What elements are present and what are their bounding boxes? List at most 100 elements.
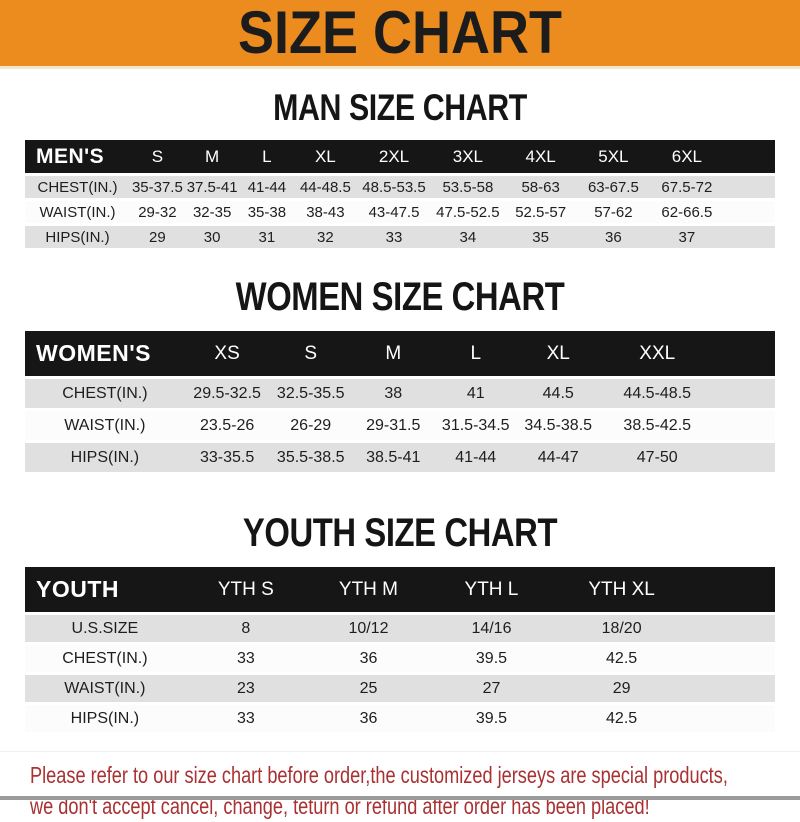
men-header-spacer — [724, 140, 775, 173]
youth-cell-3-3: 42.5 — [606, 709, 638, 727]
youth-header-row: YOUTH YTH S YTH M YTH L YTH XL — [25, 567, 775, 612]
youth-data-row-3: HIPS(IN.) 33 36 39.5 42.5 — [25, 705, 775, 732]
men-cell-1-5: 47.5-52.5 — [436, 203, 500, 221]
women-data-row-1: WAIST(IN.) 23.5-26 26-29 29-31.5 31.5-34.5 34… — [25, 411, 775, 440]
women-size-header-2: M — [385, 342, 402, 364]
youth-cell-2-0: 23 — [236, 679, 255, 697]
men-cell-1-0: 29-32 — [138, 203, 177, 221]
men-size-table: MEN'S S M L XL 2XL 3XL 4XL 5XL 6XL CHEST(IN.) 35-37… — [25, 137, 775, 251]
youth-data-row-2: WAIST(IN.) 23 25 27 29 — [25, 675, 775, 702]
men-cell-0-0: 35-37.5 — [131, 178, 183, 196]
women-section-title: WOMEN SIZE CHART — [235, 275, 565, 319]
size-chart-banner: SIZE CHART — [0, 0, 800, 69]
women-row-label-1: WAIST(IN.) — [64, 416, 146, 434]
women-data-row-0: CHEST(IN.) 29.5-32.5 32.5-35.5 38 41 44.5 44.5… — [25, 379, 775, 408]
women-cell-1-2: 29-31.5 — [366, 416, 421, 434]
men-size-header-6: 4XL — [525, 146, 556, 166]
women-cell-2-0: 33-35.5 — [199, 448, 255, 466]
women-size-section: WOMEN SIZE CHART WOMEN'S XS S M L XL XXL CHEST(… — [0, 251, 800, 475]
men-cell-2-3: 32 — [317, 228, 334, 246]
youth-cell-2-3: 29 — [612, 679, 631, 697]
youth-size-section: YOUTH SIZE CHART YOUTH YTH S YTH M YTH L YTH… — [0, 475, 800, 735]
women-size-header-0: XS — [214, 342, 240, 364]
youth-row-label-3: HIPS(IN.) — [70, 709, 140, 727]
banner-title: SIZE CHART — [238, 0, 562, 66]
men-data-row-0: CHEST(IN.) 35-37.5 37.5-41 41-44 44-48.5 48.5… — [25, 176, 775, 198]
women-cell-0-4: 44.5 — [542, 384, 574, 402]
men-corner-label: MEN'S — [36, 144, 105, 168]
men-size-header-2: L — [262, 146, 272, 166]
men-cell-0-3: 44-48.5 — [299, 178, 351, 196]
youth-cell-3-2: 39.5 — [475, 709, 508, 727]
men-cell-2-2: 31 — [258, 228, 276, 246]
men-size-header-8: 6XL — [671, 146, 702, 166]
youth-header-spacer — [690, 567, 775, 612]
youth-cell-0-0: 8 — [241, 619, 251, 637]
men-row-spacer — [724, 176, 775, 198]
women-cell-0-3: 41 — [466, 384, 485, 402]
youth-size-header-2: YTH L — [464, 578, 519, 600]
youth-row-label-0: U.S.SIZE — [71, 619, 139, 637]
men-cell-2-8: 37 — [678, 228, 696, 246]
women-cell-2-1: 35.5-38.5 — [276, 448, 345, 466]
men-cell-1-2: 35-38 — [247, 203, 287, 221]
women-cell-0-0: 29.5-32.5 — [193, 384, 261, 402]
youth-row-spacer — [690, 705, 775, 732]
youth-cell-0-2: 14/16 — [471, 619, 512, 637]
men-cell-1-3: 38-43 — [306, 203, 345, 221]
men-row-label-0: CHEST(IN.) — [37, 178, 118, 196]
youth-cell-3-1: 36 — [359, 709, 378, 727]
women-cell-1-4: 34.5-38.5 — [524, 416, 593, 434]
men-size-header-3: XL — [314, 146, 336, 166]
men-row-spacer — [724, 201, 775, 223]
men-cell-2-5: 34 — [459, 228, 477, 246]
youth-cell-1-0: 33 — [236, 649, 255, 667]
youth-data-row-1: CHEST(IN.) 33 36 39.5 42.5 — [25, 645, 775, 672]
youth-row-spacer — [690, 675, 775, 702]
men-cell-1-1: 32-35 — [192, 203, 232, 221]
men-cell-2-0: 29 — [149, 228, 166, 246]
men-row-label-2: HIPS(IN.) — [45, 228, 110, 246]
men-cell-1-6: 52.5-57 — [515, 203, 567, 221]
bottom-edge-strip — [0, 796, 800, 800]
men-cell-2-4: 33 — [385, 228, 403, 246]
men-cell-1-4: 43-47.5 — [368, 203, 420, 221]
men-section-title: MAN SIZE CHART — [273, 87, 527, 128]
women-cell-2-5: 47-50 — [636, 448, 678, 466]
youth-cell-1-1: 36 — [359, 649, 378, 667]
women-cell-1-0: 23.5-26 — [199, 416, 255, 434]
men-row-label-1: WAIST(IN.) — [39, 203, 116, 221]
women-cell-0-1: 32.5-35.5 — [276, 384, 345, 402]
men-cell-0-4: 48.5-53.5 — [362, 178, 426, 196]
youth-data-row-0: U.S.SIZE 8 10/12 14/16 18/20 — [25, 615, 775, 642]
footer-disclaimer-line1: Please refer to our size chart before or… — [30, 762, 728, 788]
men-row-spacer — [724, 226, 775, 248]
women-cell-1-1: 26-29 — [290, 416, 332, 434]
women-header-row: WOMEN'S XS S M L XL XXL — [25, 331, 775, 376]
women-size-table: WOMEN'S XS S M L XL XXL CHEST(IN.) 29.5-32.5 32.5… — [25, 328, 775, 475]
women-cell-2-3: 41-44 — [455, 448, 497, 466]
women-corner-label: WOMEN'S — [36, 340, 152, 366]
men-cell-2-7: 36 — [605, 228, 622, 246]
women-row-spacer — [715, 411, 775, 440]
women-cell-1-3: 31.5-34.5 — [441, 416, 510, 434]
women-size-header-1: S — [304, 342, 318, 364]
men-data-row-1: WAIST(IN.) 29-32 32-35 35-38 38-43 43-47.5 47.… — [25, 201, 775, 223]
footer-disclaimer: Please refer to our size chart before or… — [0, 751, 800, 822]
men-cell-2-6: 35 — [532, 228, 549, 246]
men-size-header-1: M — [205, 146, 220, 166]
men-cell-0-7: 63-67.5 — [587, 178, 639, 196]
women-cell-2-4: 44-47 — [537, 448, 579, 466]
youth-cell-3-0: 33 — [236, 709, 255, 727]
women-row-label-0: CHEST(IN.) — [62, 384, 148, 402]
youth-size-header-0: YTH S — [217, 578, 274, 600]
women-size-header-5: XXL — [639, 342, 676, 364]
men-size-header-0: S — [151, 146, 164, 166]
men-cell-0-5: 53.5-58 — [442, 178, 494, 196]
women-row-label-2: HIPS(IN.) — [70, 448, 140, 466]
youth-cell-0-1: 10/12 — [348, 619, 389, 637]
men-size-header-5: 3XL — [452, 146, 483, 166]
men-header-row: MEN'S S M L XL 2XL 3XL 4XL 5XL 6XL — [25, 140, 775, 173]
youth-cell-2-2: 27 — [482, 679, 501, 697]
youth-cell-0-3: 18/20 — [601, 619, 642, 637]
